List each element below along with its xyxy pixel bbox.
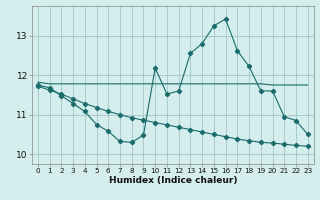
X-axis label: Humidex (Indice chaleur): Humidex (Indice chaleur) [108,176,237,185]
